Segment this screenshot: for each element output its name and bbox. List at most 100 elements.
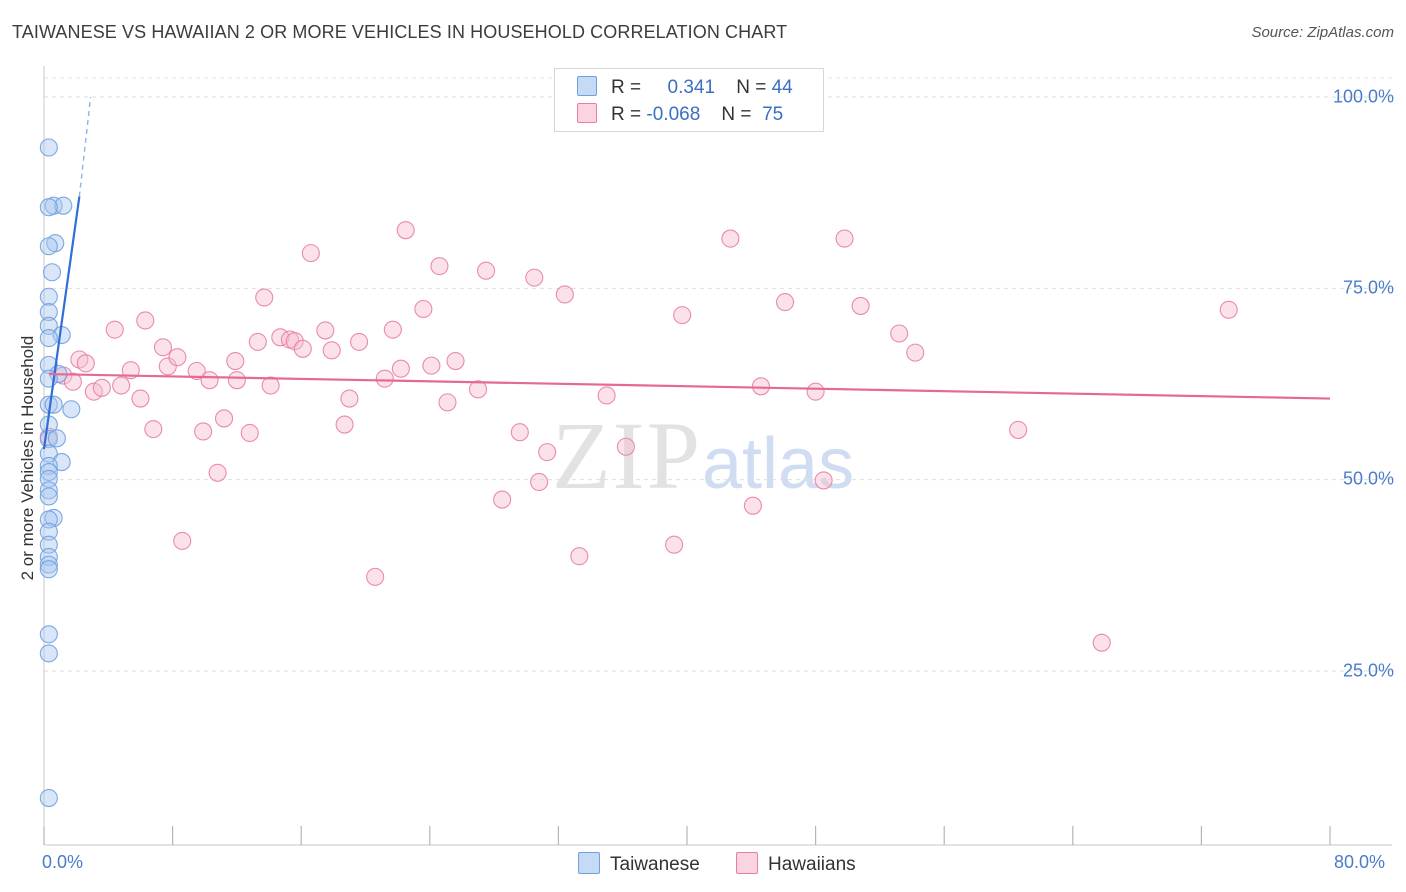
point-taiwanese-0 [39, 138, 58, 157]
point-hawaiians-27 [261, 376, 280, 395]
point-taiwanese-2 [54, 196, 73, 215]
point-hawaiians-53 [530, 472, 549, 492]
point-taiwanese-30 [39, 522, 58, 541]
point-hawaiians-61 [721, 229, 740, 248]
point-hawaiians-18 [194, 422, 213, 441]
axes [43, 66, 1392, 846]
legend-item-hawaiians[interactable]: Hawaiians [736, 852, 856, 876]
legend-item-taiwanese[interactable]: Taiwanese [578, 852, 700, 876]
point-hawaiians-72 [1092, 633, 1111, 652]
point-hawaiians-42 [396, 221, 415, 240]
point-hawaiians-10 [131, 389, 150, 408]
point-hawaiians-21 [214, 409, 234, 428]
point-hawaiians-17 [187, 361, 206, 381]
point-taiwanese-37 [39, 788, 58, 808]
point-hawaiians-56 [570, 547, 589, 566]
point-taiwanese-8 [39, 303, 58, 322]
point-taiwanese-3 [39, 198, 58, 217]
y-tick-label-75: 75.0% [1342, 277, 1394, 298]
point-hawaiians-36 [340, 389, 359, 408]
point-taiwanese-26 [39, 481, 58, 500]
point-taiwanese-20 [47, 429, 66, 448]
point-taiwanese-33 [39, 555, 58, 574]
point-hawaiians-26 [255, 288, 274, 307]
r-label: R = [611, 104, 642, 125]
point-hawaiians-43 [414, 299, 433, 319]
chart-title: TAIWANESE VS HAWAIIAN 2 OR MORE VEHICLES… [12, 22, 788, 42]
y-axis-label: 2 or more Vehicles in Household [18, 335, 37, 581]
point-hawaiians-2 [63, 372, 82, 391]
point-hawaiians-11 [136, 311, 155, 330]
point-hawaiians-63 [751, 377, 770, 396]
point-hawaiians-60 [673, 306, 692, 325]
legend-swatch-taiwanese [578, 852, 600, 874]
stats-row-taiwanese: R = 0.341 N = 44 [577, 76, 793, 100]
point-taiwanese-21 [39, 444, 58, 463]
trend-line-hawaiians [48, 372, 1331, 400]
watermark-atlas: atlas [702, 424, 855, 504]
point-hawaiians-12 [144, 420, 163, 439]
point-hawaiians-4 [76, 354, 95, 373]
point-hawaiians-23 [227, 371, 246, 390]
point-hawaiians-55 [555, 285, 574, 304]
point-hawaiians-7 [105, 320, 124, 339]
watermark: ZIPatlas [552, 400, 854, 511]
point-hawaiians-32 [301, 244, 320, 263]
point-hawaiians-24 [240, 423, 259, 443]
chart-source: Source: ZipAtlas.com [1251, 24, 1394, 41]
point-hawaiians-15 [168, 348, 187, 367]
point-hawaiians-67 [835, 229, 854, 248]
point-hawaiians-22 [226, 351, 245, 371]
point-hawaiians-66 [814, 471, 833, 490]
point-hawaiians-44 [422, 356, 441, 375]
point-taiwanese-11 [39, 329, 58, 348]
point-hawaiians-40 [383, 320, 402, 339]
y-tick-label-50: 50.0% [1342, 468, 1394, 489]
point-taiwanese-16 [44, 395, 63, 414]
legend-label-taiwanese: Taiwanese [610, 854, 700, 875]
r-label: R = [611, 77, 642, 98]
point-hawaiians-73 [1219, 300, 1238, 319]
legend: Taiwanese Hawaiians [0, 852, 1406, 876]
y-tick-label-100: 100.0% [1332, 86, 1394, 107]
trend-lines [42, 96, 1331, 450]
point-hawaiians-14 [158, 357, 177, 376]
point-taiwanese-29 [39, 510, 58, 529]
point-hawaiians-54 [538, 443, 557, 462]
point-hawaiians-19 [200, 371, 219, 390]
r-value-hawaiians: -0.068 [646, 104, 701, 125]
r-value-taiwanese: 0.341 [667, 77, 716, 98]
point-hawaiians-33 [316, 321, 335, 340]
point-hawaiians-58 [616, 437, 635, 456]
x-tick-label-80: 80.0% [1334, 852, 1386, 872]
x-tick-label-0: 0.0% [42, 852, 84, 872]
point-taiwanese-9 [39, 316, 58, 335]
n-label: N = [721, 104, 752, 125]
point-hawaiians-51 [510, 423, 529, 442]
point-hawaiians-69 [890, 324, 909, 343]
point-hawaiians-70 [906, 343, 925, 362]
point-taiwanese-24 [39, 462, 58, 482]
stats-row-hawaiians: R = -0.068 N = 75 [577, 103, 783, 127]
point-hawaiians-62 [743, 496, 762, 515]
point-hawaiians-13 [153, 338, 173, 357]
point-taiwanese-31 [39, 535, 58, 554]
legend-swatch-hawaiians [736, 852, 758, 874]
point-taiwanese-6 [42, 263, 62, 282]
point-hawaiians-48 [468, 380, 488, 399]
point-hawaiians-16 [173, 531, 192, 550]
gridlines [44, 77, 1392, 672]
trend-line-taiwanese-extension [78, 96, 92, 197]
legend-label-hawaiians: Hawaiians [768, 854, 856, 875]
taiwanese-swatch [577, 76, 597, 96]
point-hawaiians-68 [851, 296, 870, 315]
point-hawaiians-31 [293, 339, 312, 358]
point-hawaiians-39 [375, 369, 394, 388]
point-taiwanese-34 [39, 560, 58, 579]
point-taiwanese-5 [39, 237, 58, 256]
hawaiians-swatch [577, 103, 597, 123]
trend-line-taiwanese [42, 196, 81, 450]
point-hawaiians-52 [525, 268, 544, 287]
point-hawaiians-64 [776, 293, 795, 312]
point-hawaiians-35 [335, 415, 354, 434]
